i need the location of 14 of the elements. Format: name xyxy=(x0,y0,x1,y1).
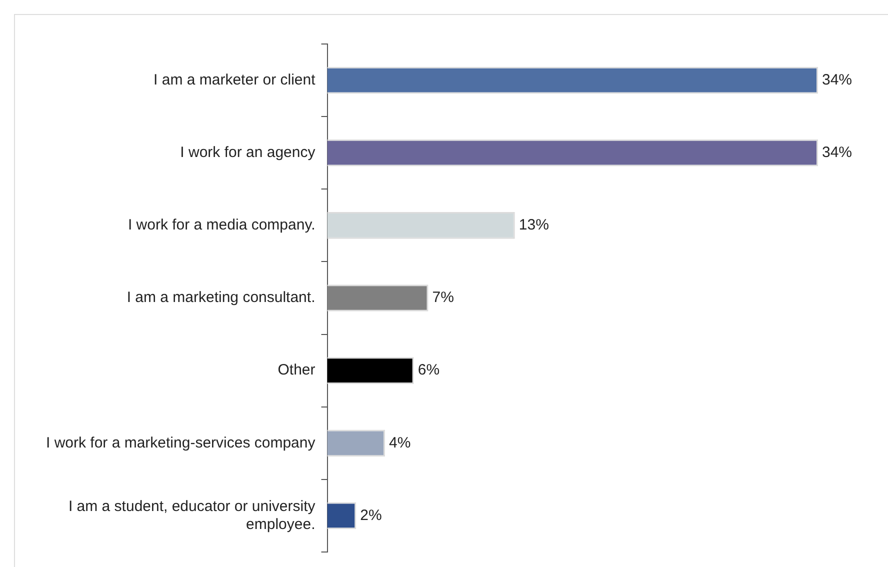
data-label: 2% xyxy=(360,506,382,524)
data-label: 34% xyxy=(822,144,852,161)
data-label: 6% xyxy=(418,362,440,379)
data-label: 34% xyxy=(822,71,852,88)
y-tick-label: I work for an agency xyxy=(180,144,316,161)
data-label: 4% xyxy=(388,434,411,452)
y-tick-label: I am a marketing consultant. xyxy=(126,289,316,306)
y-tick-label: I work for a marketing-services company xyxy=(46,434,316,452)
y-tick-label: I am a marketer or client xyxy=(154,71,316,88)
data-label: 7% xyxy=(432,289,454,306)
y-tick-label: I am a student, educator or university employee. xyxy=(68,498,316,533)
y-tick-label: Other xyxy=(278,362,316,379)
y-tick-label: I work for a media company. xyxy=(128,216,316,234)
data-label: 13% xyxy=(518,216,549,234)
